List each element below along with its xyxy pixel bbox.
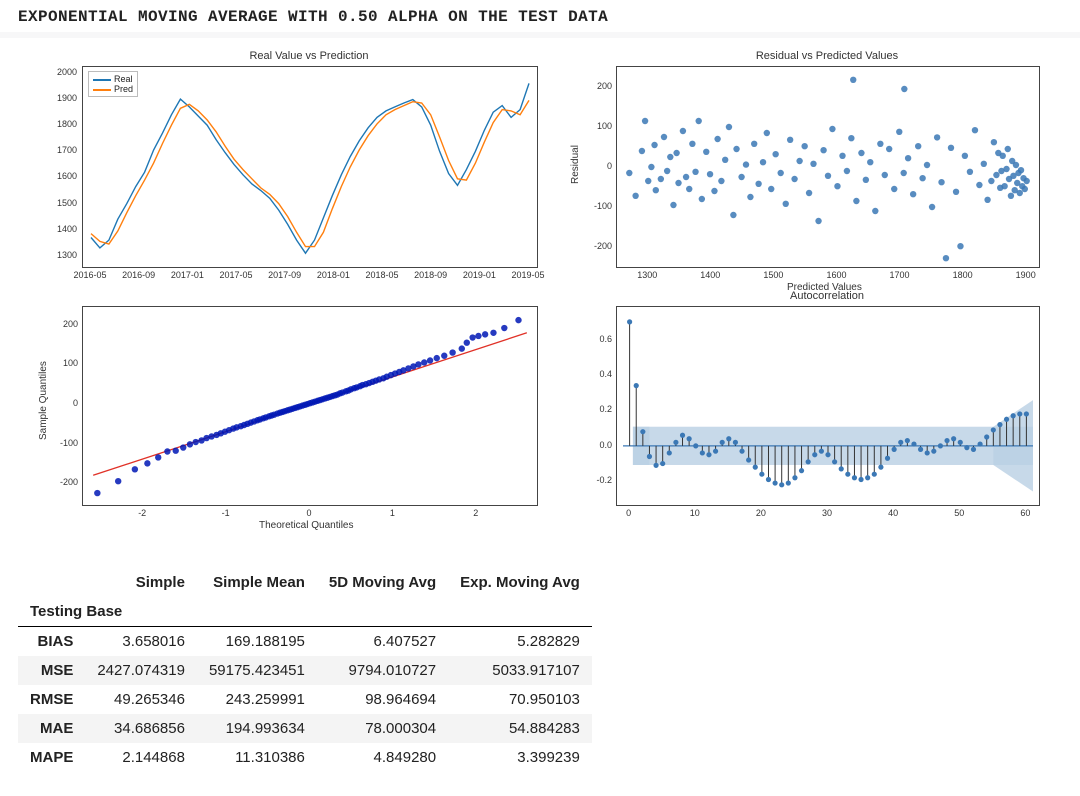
chart1-legend: RealPred xyxy=(88,71,138,97)
chart-qq xyxy=(82,306,536,504)
chart-real-vs-prediction: Real Value vs PredictionRealPred xyxy=(82,66,536,266)
metrics-table: SimpleSimple Mean5D Moving AvgExp. Movin… xyxy=(18,568,592,772)
page-title: EXPONENTIAL MOVING AVERAGE WITH 0.50 ALP… xyxy=(18,8,1062,26)
chart-grid: Real Value vs PredictionRealPred13001400… xyxy=(18,42,1062,542)
metrics-col-header: Exp. Moving Avg xyxy=(448,568,592,597)
metrics-section-header: Testing Base xyxy=(18,597,592,627)
metrics-col-header: 5D Moving Avg xyxy=(317,568,448,597)
table-row: MSE2427.07431959175.4234519794.010727503… xyxy=(18,656,592,685)
chart-autocorrelation: Autocorrelation xyxy=(616,306,1038,504)
chart-residual-vs-predicted: Residual vs Predicted Values xyxy=(616,66,1038,266)
metrics-col-header: Simple xyxy=(85,568,197,597)
table-row: MAE34.686856194.99363478.00030454.884283 xyxy=(18,714,592,743)
metrics-col-header: Simple Mean xyxy=(197,568,317,597)
grey-band xyxy=(0,32,1080,38)
table-row: BIAS3.658016169.1881956.4075275.282829 xyxy=(18,627,592,657)
table-row: RMSE49.265346243.25999198.96469470.95010… xyxy=(18,685,592,714)
table-row: MAPE2.14486811.3103864.8492803.399239 xyxy=(18,743,592,772)
